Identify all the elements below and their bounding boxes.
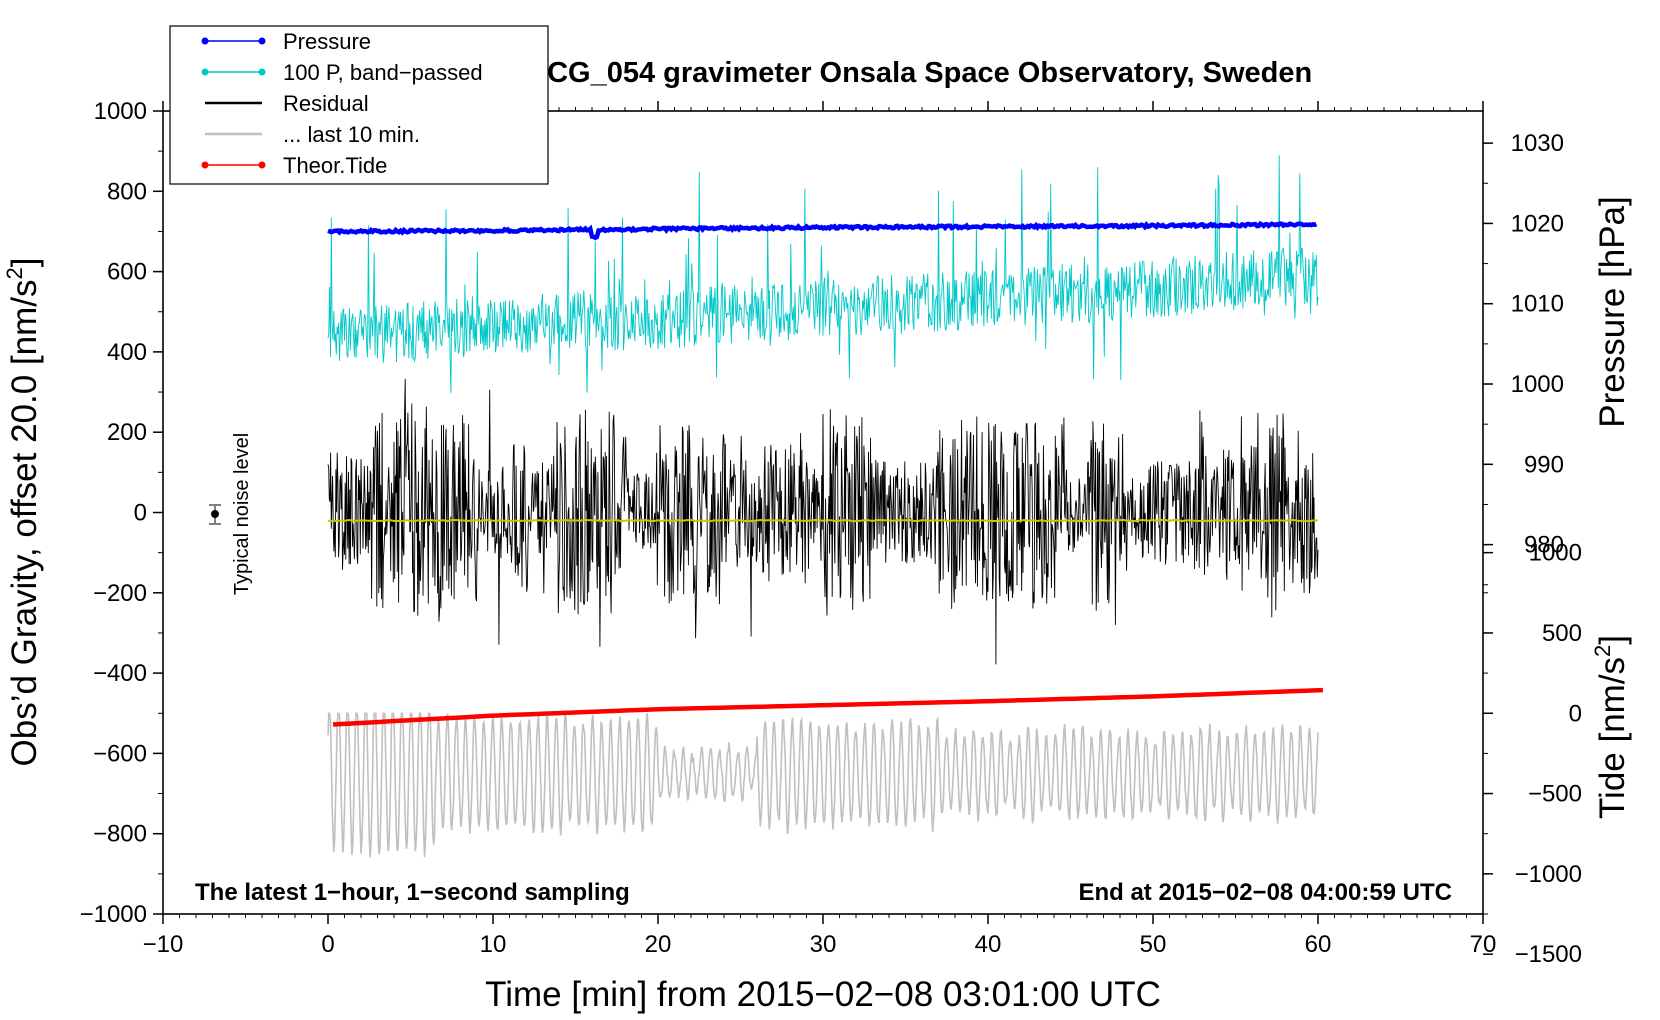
pressure-tick-label: 990 <box>1524 451 1564 478</box>
pressure-axis-ticks: 980 990 1000 1010 1020 1030 <box>1483 130 1564 586</box>
series-residual-mean <box>327 518 1318 523</box>
y-tick-label: −600 <box>93 740 147 767</box>
tide-axis-label: Tide [nm/s2] <box>1590 635 1632 819</box>
tide-tick-label: 0 <box>1569 700 1582 727</box>
y-axis-ticks: 1000 800 600 400 200 0 −200 −400 −600 −800 −1000 <box>80 98 163 928</box>
y-tick-label: −800 <box>93 821 147 848</box>
pressure-tick-label: 1010 <box>1511 291 1564 318</box>
legend-marker <box>258 68 266 76</box>
x-tick-label: 10 <box>480 931 507 958</box>
chart-title: SCG_054 gravimeter Onsala Space Observat… <box>528 57 1312 89</box>
pressure-tick-label: 1000 <box>1511 371 1564 398</box>
x-tick-label: −10 <box>143 931 184 958</box>
tide-axis-label-main: Tide [nm/s <box>1593 657 1632 819</box>
annotation-end-time: End at 2015−02−08 04:00:59 UTC <box>1078 879 1452 906</box>
legend: Pressure 100 P, band−passed Residual ... la… <box>169 25 549 185</box>
pressure-tick-label: 1030 <box>1511 130 1564 157</box>
legend-label: Theor.Tide <box>283 153 387 178</box>
legend-marker <box>201 68 209 76</box>
y-tick-label: 200 <box>107 419 147 446</box>
pressure-tick-label: 980 <box>1524 532 1564 559</box>
y-tick-label: 800 <box>107 178 147 205</box>
y-tick-label: 600 <box>107 259 147 286</box>
tide-tick-label: −1000 <box>1515 861 1582 888</box>
pressure-axis-label: Pressure [hPa] <box>1593 196 1632 428</box>
legend-label: Residual <box>283 91 369 116</box>
legend-label: Pressure <box>283 29 371 54</box>
y-axis-label-end: ] <box>5 258 44 268</box>
noise-level-indicator: Typical noise level <box>209 433 253 595</box>
data-traces <box>327 155 1323 858</box>
x-tick-label: 40 <box>975 931 1002 958</box>
tide-axis-label-end: ] <box>1593 635 1632 645</box>
y-tick-label: −1000 <box>80 901 147 928</box>
y-axis-label-main: Obs’d Gravity, offset 20.0 [nm/s <box>5 280 44 767</box>
legend-marker <box>201 161 209 169</box>
y-tick-label: −200 <box>93 580 147 607</box>
x-tick-label: 50 <box>1140 931 1167 958</box>
noise-level-label: Typical noise level <box>231 433 253 595</box>
y-axis-label: Obs’d Gravity, offset 20.0 [nm/s2] <box>2 258 44 767</box>
y-tick-label: 1000 <box>94 98 147 125</box>
tide-tick-label: 1000 <box>1529 540 1582 567</box>
annotation-sampling: The latest 1−hour, 1−second sampling <box>195 879 630 906</box>
x-axis-label: Time [min] from 2015−02−08 03:01:00 UTC <box>485 975 1161 1014</box>
x-tick-label: 20 <box>645 931 672 958</box>
series-theoretical-tide <box>332 687 1323 727</box>
tide-tick-label: −500 <box>1528 781 1582 808</box>
legend-entries: Pressure 100 P, band−passed Residual ... la… <box>201 29 483 178</box>
x-tick-label: 30 <box>810 931 837 958</box>
y-tick-label: 0 <box>134 500 147 527</box>
tide-axis-ticks: 1000 500 0 −500 −1000 −1500 <box>1483 540 1582 968</box>
x-tick-label: 60 <box>1305 931 1332 958</box>
x-tick-label: 0 <box>321 931 334 958</box>
series-band-passed-pressure <box>327 155 1319 393</box>
series-residual <box>327 378 1319 665</box>
legend-label: 100 P, band−passed <box>283 60 483 85</box>
legend-marker <box>258 161 266 169</box>
y-tick-label: −400 <box>93 660 147 687</box>
legend-label: ... last 10 min. <box>283 122 420 147</box>
series-pressure <box>327 220 1318 241</box>
legend-box <box>169 25 549 185</box>
noise-point <box>211 510 219 518</box>
series-last-10-min <box>327 712 1319 858</box>
legend-marker <box>201 37 209 45</box>
tide-axis-label-sup: 2 <box>1590 645 1615 657</box>
legend-marker <box>258 37 266 45</box>
tide-tick-label: −1500 <box>1515 941 1582 968</box>
y-tick-label: 400 <box>107 339 147 366</box>
y-axis-label-sup: 2 <box>2 267 27 279</box>
tide-tick-label: 500 <box>1542 620 1582 647</box>
pressure-tick-label: 1020 <box>1511 210 1564 237</box>
